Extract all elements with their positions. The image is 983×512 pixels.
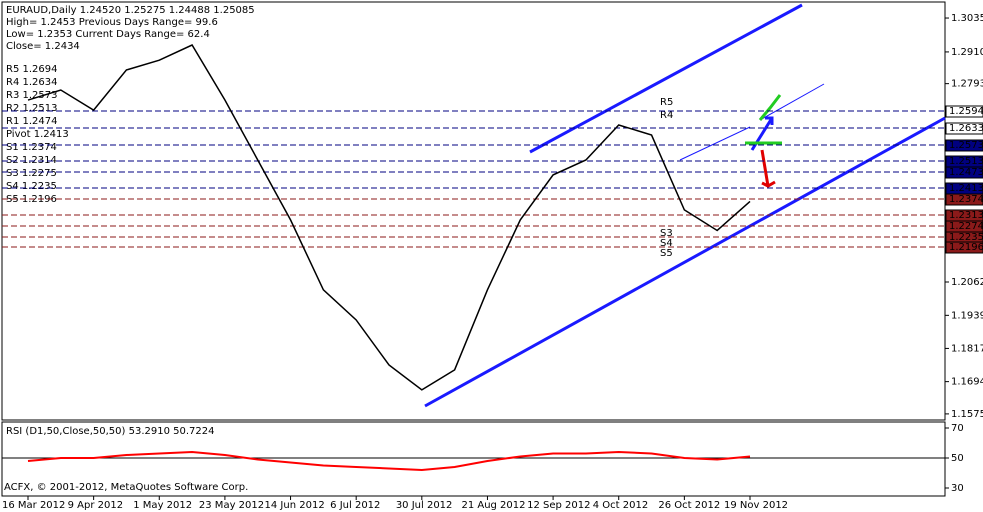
pivot-label: R1 1.2474 xyxy=(6,116,57,127)
level-box xyxy=(945,166,983,179)
pivot-mark: S3 xyxy=(660,228,673,239)
x-tick-label: 23 May 2012 xyxy=(199,500,264,511)
x-tick-label: 1 May 2012 xyxy=(133,500,192,511)
x-tick-label: 4 Oct 2012 xyxy=(593,500,648,511)
pivot-label: S4 1.2235 xyxy=(6,181,57,192)
level-label: 1.21960 xyxy=(949,242,983,253)
y-tick-label: 1.27935 xyxy=(951,79,983,90)
level-label: 1.25736 xyxy=(949,140,983,151)
level-label: 1.26337 xyxy=(949,123,983,134)
level-label: 1.22746 xyxy=(949,221,983,232)
arrow xyxy=(760,149,776,188)
rsi-tick-label: 70 xyxy=(951,423,964,434)
pivot-label: Pivot 1.2413 xyxy=(6,129,69,140)
pivot-mark: S4 xyxy=(660,238,673,249)
pivot-label: R2 1.2513 xyxy=(6,103,57,114)
pivot-label: S3 1.2275 xyxy=(6,168,57,179)
level-box xyxy=(945,241,983,254)
x-tick-label: 12 Sep 2012 xyxy=(527,500,590,511)
level-box xyxy=(945,139,983,152)
header-line: Low= 1.2353 Current Days Range= 62.4 xyxy=(6,29,210,40)
level-label: 1.24134 xyxy=(949,183,983,194)
header-line: Close= 1.2434 xyxy=(6,41,80,52)
pivot-label: S1 1.2374 xyxy=(6,142,57,153)
rsi-tick-label: 30 xyxy=(951,483,964,494)
level-label: 1.25940 xyxy=(949,106,983,117)
level-box xyxy=(945,122,983,135)
rsi-line xyxy=(27,450,751,472)
x-tick-label: 26 Oct 2012 xyxy=(658,500,720,511)
x-tick-label: 9 Apr 2012 xyxy=(68,500,123,511)
x-tick-label: 21 Aug 2012 xyxy=(461,500,525,511)
footer: ACFX, © 2001-2012, MetaQuotes Software C… xyxy=(4,482,248,493)
pivot-label: R3 1.2573 xyxy=(6,90,57,101)
trend-line xyxy=(759,83,825,121)
arrow xyxy=(750,116,774,151)
pivot-mark: R4 xyxy=(660,110,673,121)
level-label: 1.24738 xyxy=(949,167,983,178)
price-panel xyxy=(1,1,946,421)
level-label: 1.25130 xyxy=(949,156,983,167)
pivot-mark: S5 xyxy=(660,248,673,259)
y-tick-label: 1.16945 xyxy=(951,377,983,388)
trend-line xyxy=(424,116,946,408)
level-box xyxy=(945,105,983,118)
rsi-panel xyxy=(1,421,946,497)
x-tick-label: 19 Nov 2012 xyxy=(724,500,788,511)
rsi-tick-label: 50 xyxy=(951,453,964,464)
pivot-mark: R5 xyxy=(660,97,673,108)
level-label: 1.23742 xyxy=(949,194,983,205)
trend-line xyxy=(529,3,803,154)
y-tick-label: 1.30355 xyxy=(951,13,983,24)
pivot-label: R5 1.2694 xyxy=(6,64,57,75)
header-line: EURAUD,Daily 1.24520 1.25275 1.24488 1.2… xyxy=(6,5,255,16)
pivot-label: R4 1.2634 xyxy=(6,77,57,88)
header-line: High= 1.2453 Previous Days Range= 99.6 xyxy=(6,17,218,28)
x-tick-label: 16 Mar 2012 xyxy=(2,500,65,511)
level-label: 1.23138 xyxy=(949,210,983,221)
level-label: 1.22353 xyxy=(949,232,983,243)
y-tick-label: 1.19390 xyxy=(951,310,983,321)
y-tick-label: 1.18170 xyxy=(951,343,983,354)
x-tick-label: 6 Jul 2012 xyxy=(330,500,380,511)
x-tick-label: 14 Jun 2012 xyxy=(265,500,325,511)
level-box xyxy=(945,193,983,206)
rsi-title: RSI (D1,50,Close,50,50) 53.2910 50.7224 xyxy=(6,426,214,437)
y-tick-label: 1.20620 xyxy=(951,277,983,288)
arrow xyxy=(758,94,782,121)
y-tick-label: 1.15755 xyxy=(951,409,983,420)
x-tick-label: 30 Jul 2012 xyxy=(396,500,453,511)
price-line xyxy=(27,44,751,391)
trend-line xyxy=(679,126,751,161)
